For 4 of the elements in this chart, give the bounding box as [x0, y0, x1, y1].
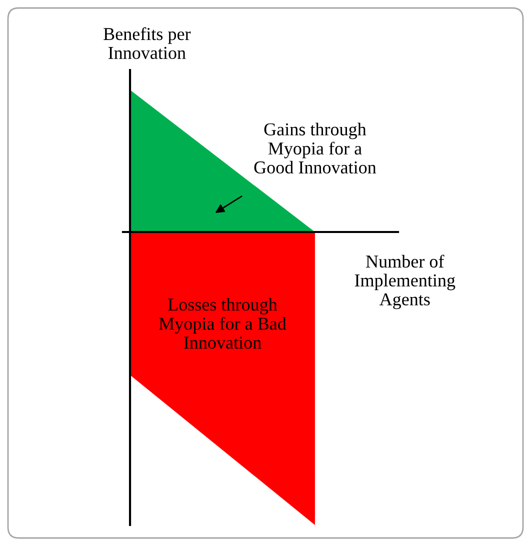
y-axis-title: Benefits per Innovation — [104, 27, 191, 60]
annotation: Gains through Myopia for a Good Innovation — [254, 122, 376, 174]
x-axis-title: Number of Implementing Agents — [354, 254, 456, 310]
annotation: Losses through Myopia for a Bad Innovation — [159, 298, 286, 349]
